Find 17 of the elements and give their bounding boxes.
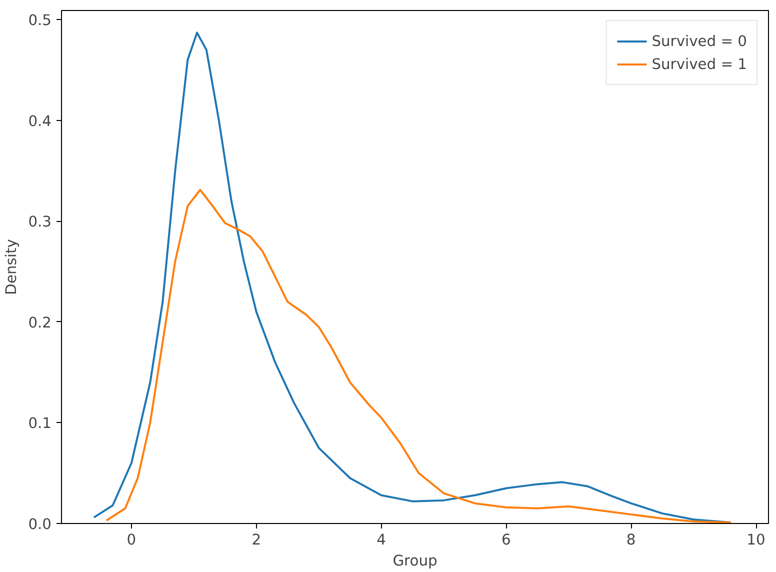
x-tick-label: 2	[252, 532, 262, 548]
x-tick-label: 4	[376, 532, 386, 548]
y-tick-label: 0.0	[28, 516, 52, 533]
y-tick-label: 0.1	[28, 415, 52, 432]
y-axis-title: Density	[3, 238, 20, 295]
x-tick-label: 0	[126, 532, 136, 548]
y-tick-label: 0.2	[28, 314, 52, 332]
y-tick-label: 0.3	[28, 214, 52, 231]
x-tick-label: 6	[502, 532, 511, 548]
legend-label: Survived = 1	[652, 56, 747, 72]
line-series	[105, 188, 732, 524]
x-tick-label: 10	[746, 532, 766, 548]
y-tick-label: 0.4	[28, 112, 52, 130]
y-tick-label: 0.5	[28, 12, 52, 30]
legend-label: Survived = 0	[652, 32, 747, 50]
x-tick-label: 8	[626, 532, 636, 548]
x-axis-title: Group	[392, 552, 438, 570]
